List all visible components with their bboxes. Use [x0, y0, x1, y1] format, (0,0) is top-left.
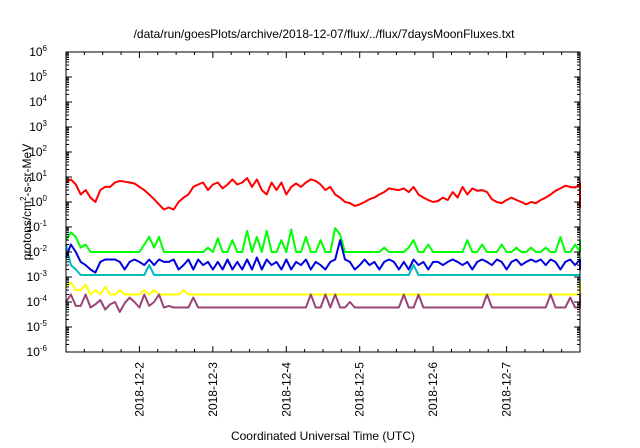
y-tick-label-base: 10: [27, 320, 41, 334]
y-tick-label: 103: [29, 119, 47, 134]
y-tick-label-exponent: -5: [40, 319, 48, 328]
y-tick-label-exponent: 2: [43, 144, 48, 153]
y-tick-label-exponent: 4: [43, 94, 48, 103]
y-tick-label-base: 10: [27, 245, 41, 259]
y-axis-label-rest: -s-sr-MeV: [20, 144, 34, 197]
series-line-2: [65, 244, 580, 276]
y-tick-labels: 10-610-510-410-310-210-11001011021031041…: [27, 44, 48, 359]
y-tick-label: 10-6: [27, 344, 48, 359]
y-tick-label-base: 10: [29, 70, 43, 84]
y-tick-label-exponent: -4: [40, 294, 48, 303]
y-tick-label-base: 10: [29, 45, 43, 59]
y-tick-label-base: 10: [29, 170, 43, 184]
y-tick-label: 101: [29, 169, 47, 184]
chart-title: /data/run/goesPlots/archive/2018-12-07/f…: [134, 27, 516, 41]
series-line-3: [65, 239, 581, 274]
y-tick-label-exponent: -3: [40, 269, 48, 278]
series-line-5: [65, 293, 581, 313]
y-tick-label-base: 10: [29, 120, 43, 134]
y-tick-label-exponent: -6: [40, 344, 48, 353]
series-line-4: [65, 281, 581, 296]
y-tick-label: 104: [29, 94, 47, 109]
x-tick-labels: 2018-12-2 2018-12-3 2018-12-4 2018-12-5 2018…: [132, 362, 513, 417]
y-tick-label-exponent: -2: [40, 244, 48, 253]
series-layer: [65, 177, 581, 313]
x-tick-label: 2018-12-4: [279, 362, 293, 417]
y-tick-label: 10-3: [27, 269, 48, 284]
y-tick-label-base: 10: [27, 270, 41, 284]
x-tick-label: 2018-12-3: [206, 362, 220, 417]
y-tick-label: 10-2: [27, 244, 48, 259]
y-tick-label-base: 10: [27, 345, 41, 359]
y-tick-label: 10-4: [27, 294, 48, 309]
y-tick-label: 100: [29, 194, 47, 209]
x-tick-label: 2018-12-5: [353, 362, 367, 417]
y-axis-label-exponent: 2: [19, 196, 28, 201]
x-tick-label: 2018-12-7: [500, 362, 514, 417]
y-tick-label-exponent: 5: [43, 69, 48, 78]
x-axis-label: Coordinated Universal Time (UTC): [231, 429, 415, 443]
y-tick-label: 106: [29, 44, 47, 59]
y-tick-label: 105: [29, 69, 47, 84]
y-axis-label: protons/cm2-s-sr-MeV: [19, 144, 34, 260]
y-tick-label-exponent: 0: [43, 194, 48, 203]
y-tick-label: 10-1: [27, 219, 48, 234]
y-tick-label-base: 10: [27, 220, 41, 234]
series-line-0: [65, 177, 581, 211]
y-tick-label: 10-5: [27, 319, 48, 334]
y-tick-label-exponent: 6: [43, 44, 48, 53]
y-tick-label: 102: [29, 144, 47, 159]
y-tick-label-exponent: 1: [43, 169, 48, 178]
y-tick-label-base: 10: [27, 295, 41, 309]
y-tick-label-base: 10: [29, 195, 43, 209]
y-tick-label-exponent: -1: [40, 219, 48, 228]
y-tick-label-exponent: 3: [43, 119, 48, 128]
y-tick-label-base: 10: [29, 145, 43, 159]
y-tick-label-base: 10: [29, 95, 43, 109]
x-tick-label: 2018-12-6: [426, 362, 440, 417]
ticks-layer: [66, 51, 580, 353]
series-line-1: [65, 227, 581, 253]
x-tick-label: 2018-12-2: [132, 362, 146, 417]
y-axis-label-base: protons/cm: [20, 201, 34, 260]
